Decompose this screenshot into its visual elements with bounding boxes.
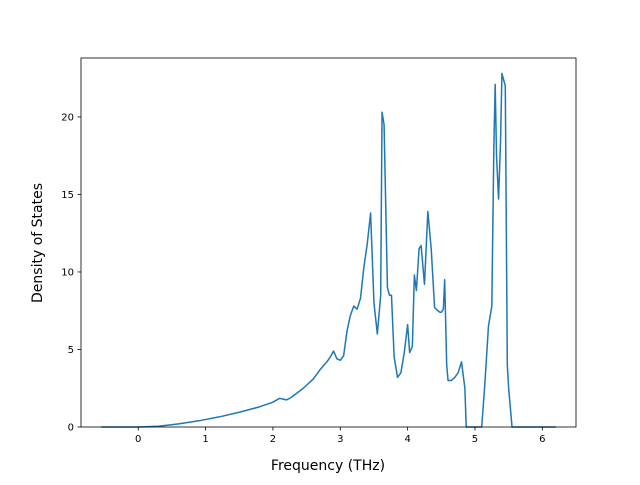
- plot-area: [101, 72, 556, 428]
- x-tick-label: 4: [404, 434, 410, 445]
- x-tick-label: 5: [472, 434, 478, 445]
- x-tick-label: 6: [539, 434, 545, 445]
- y-tick-label: 20: [61, 112, 74, 123]
- y-tick-label: 15: [61, 190, 74, 201]
- y-axis-title: Density of States: [30, 183, 46, 303]
- x-tick-label: 1: [202, 434, 208, 445]
- y-tick-label: 10: [61, 267, 74, 278]
- y-tick-label: 5: [68, 345, 74, 356]
- x-tick-label: 3: [337, 434, 343, 445]
- y-tick-label: 0: [68, 423, 74, 434]
- x-tick-label: 0: [135, 434, 141, 445]
- axes: 0 1 2 3 4 5 6 0 5 10 15 20: [61, 57, 577, 445]
- series-line-0: [101, 72, 556, 428]
- x-tick-label: 2: [270, 434, 276, 445]
- x-axis-title: Frequency (THz): [271, 458, 385, 474]
- axes-frame: [80, 57, 577, 428]
